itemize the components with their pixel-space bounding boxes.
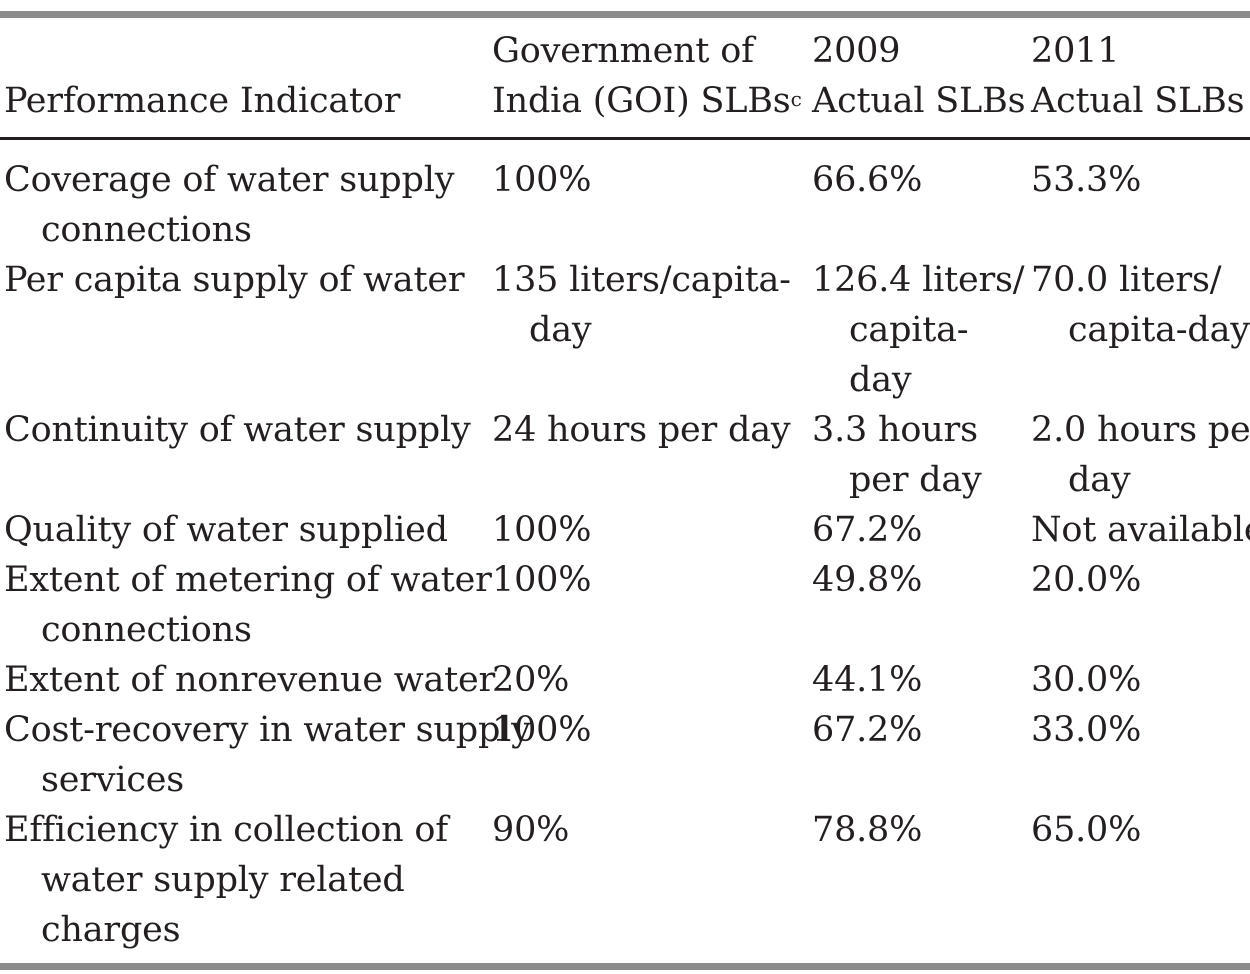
cell-line: Quality of water supplied (4, 510, 448, 550)
cell-line: 90% (492, 810, 570, 850)
cell-line: services (41, 760, 185, 800)
cell-line: 44.1% (812, 660, 923, 700)
cell-line: 2.0 hours per (1031, 410, 1250, 450)
cell-line: 3.3 hours (812, 410, 978, 450)
header-2011-line1: 2011 (1031, 31, 1120, 71)
cell-line: 24 hours per day (492, 410, 791, 450)
table-cell-y2009: 126.4 liters/capita-day (812, 255, 1025, 405)
table-cell-goi: 100% (492, 155, 591, 205)
table-cell-indicator: Extent of nonrevenue water (4, 655, 495, 705)
header-2011-line2: Actual SLBs (1031, 81, 1245, 121)
table-cell-indicator: Quality of water supplied (4, 505, 448, 555)
table-cell-y2009: 67.2% (812, 705, 922, 755)
table-cell-y2009: 78.8% (812, 805, 922, 855)
cell-line: Per capita supply of water (4, 260, 465, 300)
table-cell-goi: 100% (492, 505, 591, 555)
cell-line: per day (849, 460, 982, 500)
table-cell-y2011: 20.0% (1031, 555, 1141, 605)
table-cell-indicator: Extent of metering of water connections (4, 555, 492, 655)
cell-line: 33.0% (1031, 710, 1142, 750)
cell-line: Cost-recovery in water supply (4, 710, 531, 750)
table-cell-y2011: Not available (1031, 505, 1250, 555)
cell-line: connections (41, 210, 252, 250)
cell-line: 20% (492, 660, 570, 700)
cell-line: 78.8% (812, 810, 923, 850)
table-cell-y2009: 44.1% (812, 655, 922, 705)
cell-line: Extent of metering of water (4, 560, 492, 600)
header-goi-line2-text: India (GOI) SLBs (492, 81, 791, 121)
cell-line: 30.0% (1031, 660, 1142, 700)
cell-line: capita-day (1068, 310, 1250, 350)
table-cell-y2009: 49.8% (812, 555, 922, 605)
header-2009: 2009 Actual SLBs (812, 26, 1026, 126)
table-cell-goi: 100% (492, 555, 591, 605)
cell-line: Continuity of water supply (4, 410, 471, 450)
cell-line: 65.0% (1031, 810, 1142, 850)
table-cell-goi: 24 hours per day (492, 405, 791, 455)
table-cell-indicator: Coverage of water supply connections (4, 155, 454, 255)
cell-line: capita- (849, 310, 969, 350)
header-goi: Government of India (GOI) SLBsc (492, 26, 802, 126)
cell-line: 126.4 liters/ (812, 260, 1025, 300)
table-top-rule (0, 11, 1250, 18)
table-cell-y2011: 65.0% (1031, 805, 1141, 855)
table-header-rule (0, 137, 1250, 140)
table-cell-y2009: 67.2% (812, 505, 922, 555)
header-2009-line2: Actual SLBs (812, 81, 1026, 121)
cell-line: day (1068, 460, 1131, 500)
cell-line: 20.0% (1031, 560, 1142, 600)
cell-line: 100% (492, 160, 592, 200)
cell-line: 100% (492, 710, 592, 750)
cell-line: connections (41, 610, 252, 650)
table-cell-y2009: 66.6% (812, 155, 922, 205)
table-cell-goi: 135 liters/capita-day (492, 255, 791, 355)
header-goi-line2: India (GOI) SLBsc (492, 76, 802, 126)
table-bottom-rule (0, 963, 1250, 970)
table-cell-y2011: 53.3% (1031, 155, 1141, 205)
cell-line: charges (41, 910, 181, 950)
cell-line: 66.6% (812, 160, 923, 200)
header-indicator: Performance Indicator (4, 81, 401, 121)
cell-line: 53.3% (1031, 160, 1142, 200)
table-cell-indicator: Efficiency in collection of water supply … (4, 805, 448, 955)
cell-line: Coverage of water supply (4, 160, 455, 200)
cell-line: 49.8% (812, 560, 923, 600)
table-cell-indicator: Per capita supply of water (4, 255, 465, 305)
cell-line: Efficiency in collection of (4, 810, 449, 850)
table-cell-y2011: 70.0 liters/capita-day (1031, 255, 1250, 355)
header-2011: 2011 Actual SLBs (1031, 26, 1245, 126)
table-cell-y2011: 33.0% (1031, 705, 1141, 755)
table-cell-y2009: 3.3 hours per day (812, 405, 982, 505)
cell-line: day (529, 310, 592, 350)
cell-line: day (849, 360, 912, 400)
cell-line: 70.0 liters/ (1031, 260, 1222, 300)
table-cell-goi: 20% (492, 655, 569, 705)
cell-line: 67.2% (812, 710, 923, 750)
table-cell-y2011: 2.0 hours per day (1031, 405, 1250, 505)
table-cell-goi: 100% (492, 705, 591, 755)
cell-line: Not available (1031, 510, 1250, 550)
cell-line: 100% (492, 510, 592, 550)
cell-line: 100% (492, 560, 592, 600)
cell-line: water supply related (41, 860, 405, 900)
header-goi-footnote: c (790, 87, 802, 111)
table-cell-indicator: Continuity of water supply (4, 405, 471, 455)
cell-line: Extent of nonrevenue water (4, 660, 496, 700)
cell-line: 67.2% (812, 510, 923, 550)
table-cell-goi: 90% (492, 805, 569, 855)
cell-line: 135 liters/capita- (492, 260, 791, 300)
header-goi-line1: Government of (492, 31, 754, 71)
table-cell-y2011: 30.0% (1031, 655, 1141, 705)
table-cell-indicator: Cost-recovery in water supply services (4, 705, 531, 805)
header-2009-line1: 2009 (812, 31, 901, 71)
